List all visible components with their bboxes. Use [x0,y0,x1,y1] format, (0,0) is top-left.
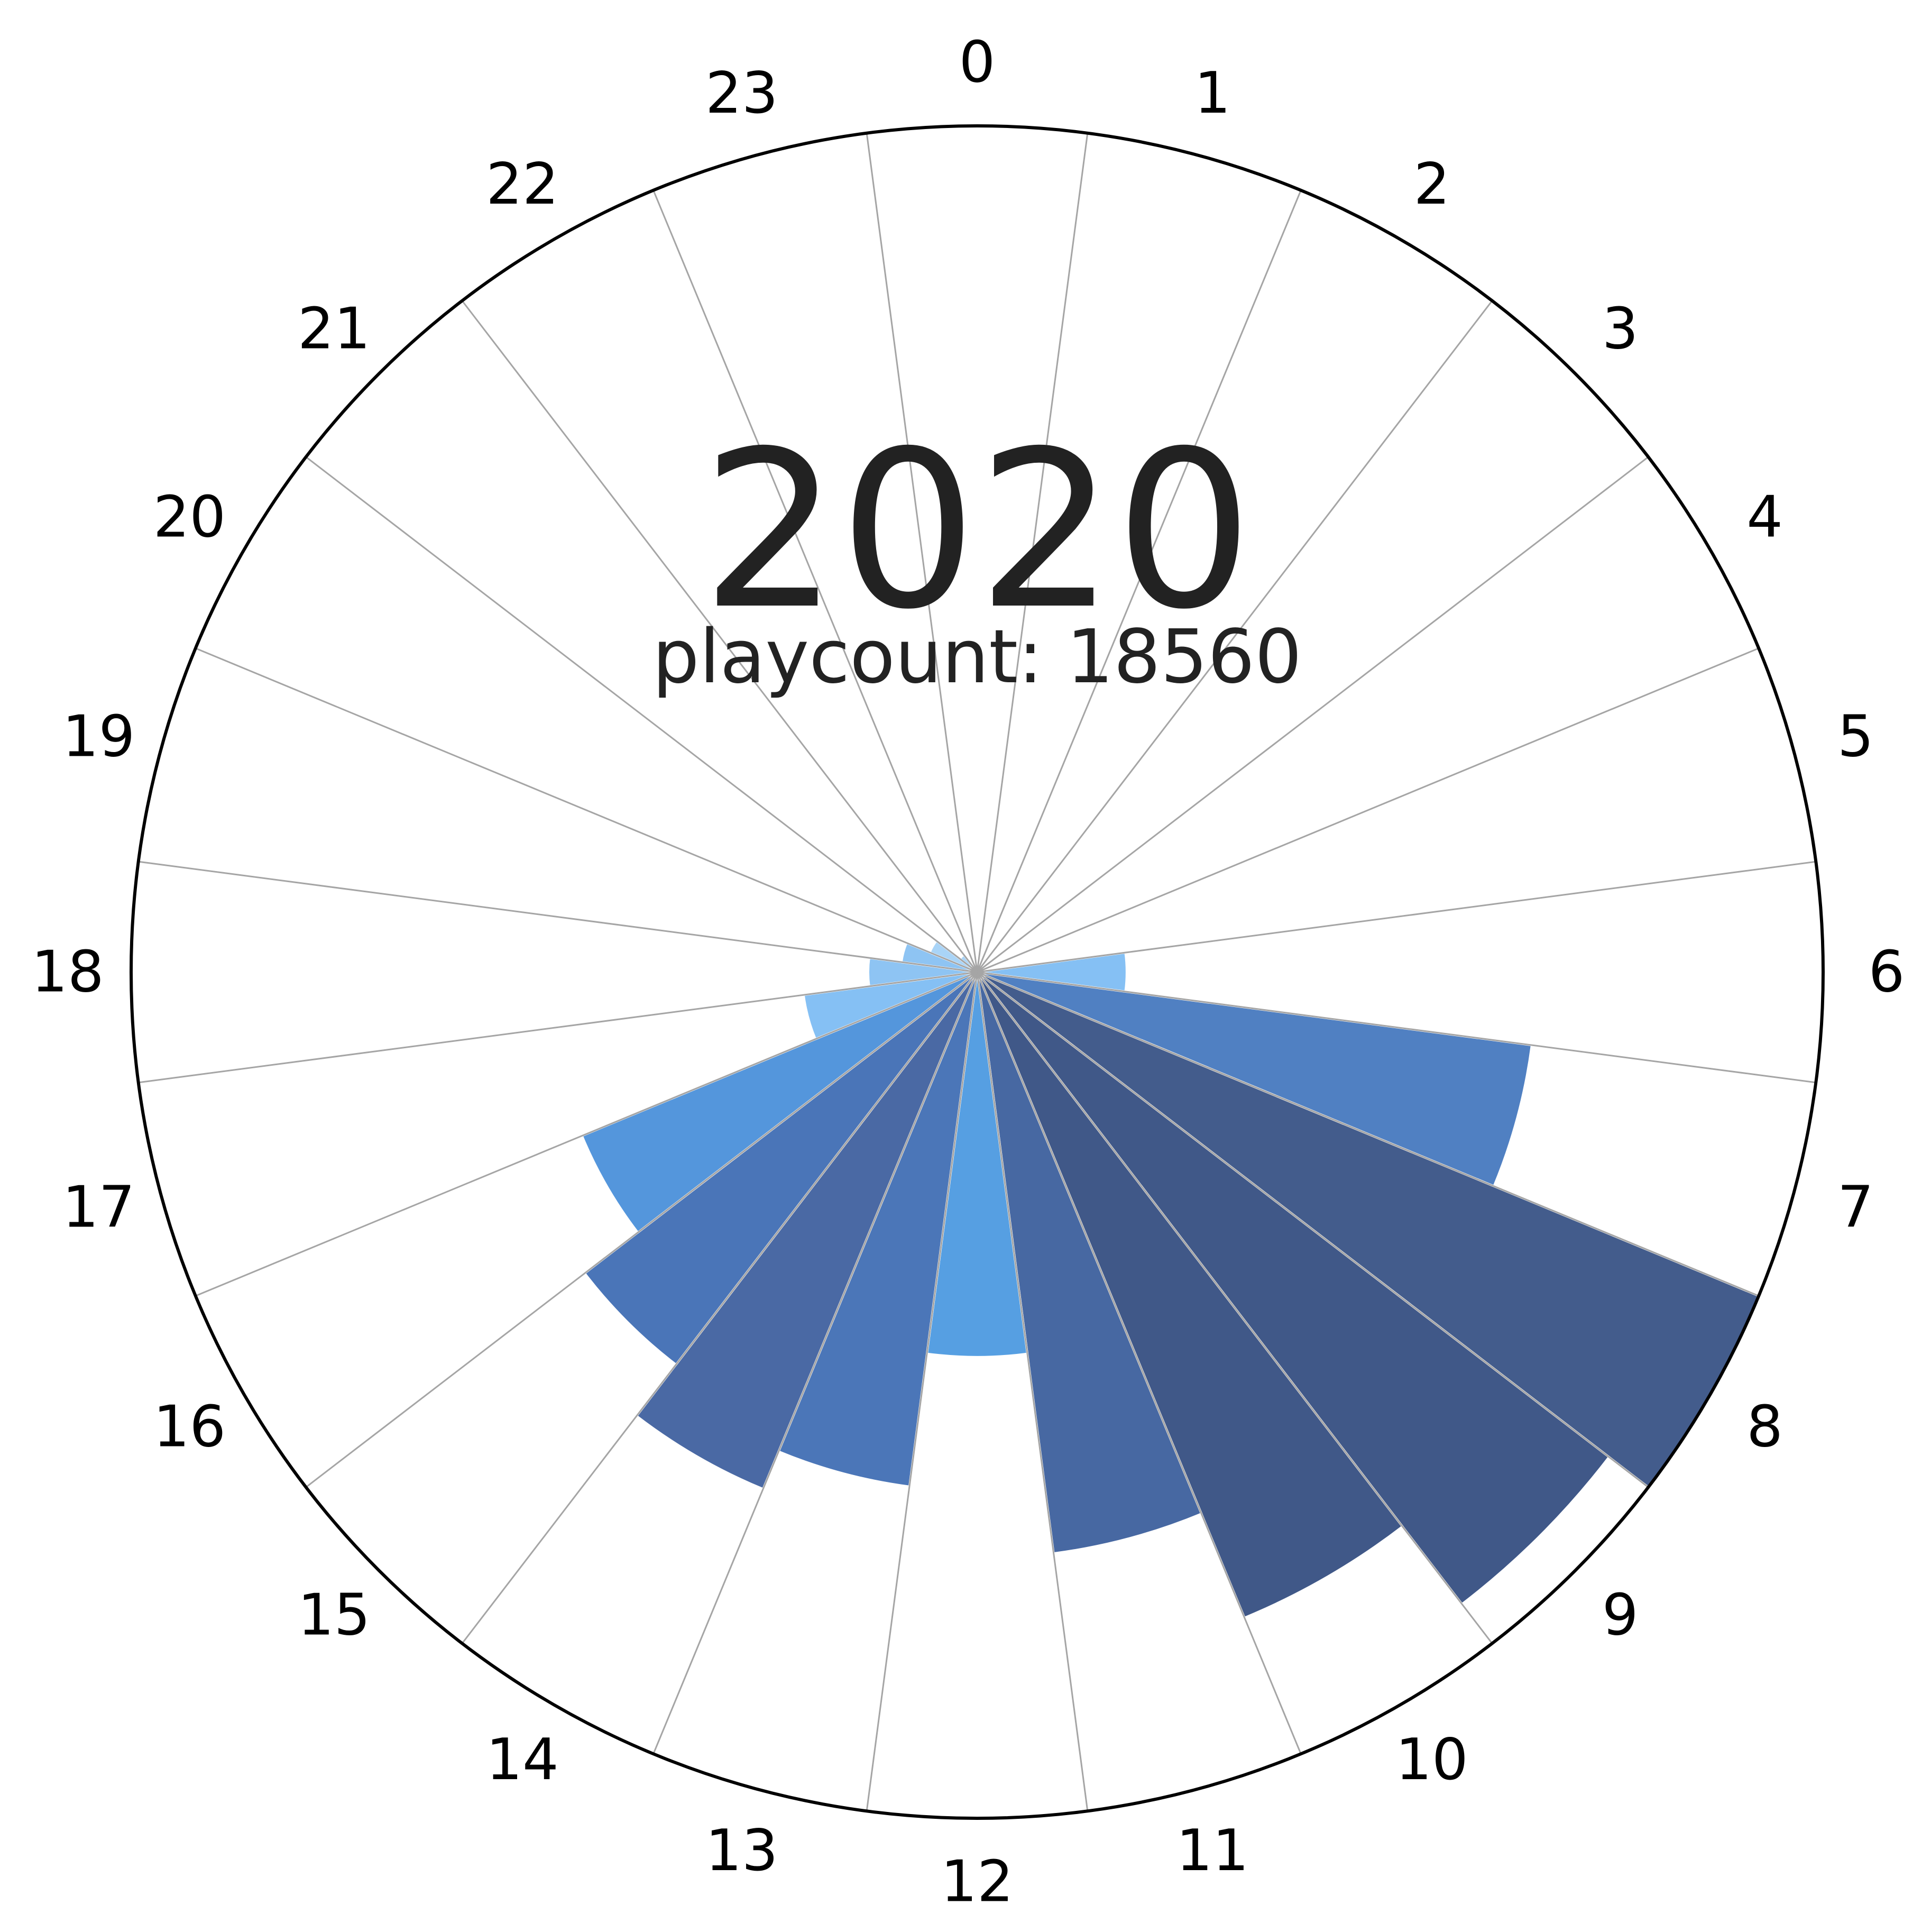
bar-hour-11 [976,971,1203,1555]
grid-spoke [652,190,978,973]
tick-label-1: 1 [1194,60,1231,126]
bar-hour-7 [976,971,1533,1187]
grid-spoke [977,456,1649,973]
grid-spoke [866,133,978,973]
grid-spoke [195,647,978,973]
grid-spoke [977,971,1759,1297]
tick-label-19: 19 [62,703,135,770]
bar-hour-9 [976,971,1611,1606]
tick-label-0: 0 [959,30,996,96]
grid-spoke [866,972,978,1811]
outer-circle [130,124,1825,1820]
tick-label-11: 11 [1176,1818,1248,1884]
tick-label-4: 4 [1746,484,1783,551]
grid-spoke [976,133,1089,973]
grid-spoke [976,190,1302,973]
tick-label-6: 6 [1869,939,1905,1005]
grid-spoke [305,971,978,1488]
grid-layer [138,133,1816,1811]
chart-subtitle: playcount: 18560 [652,614,1302,700]
tick-label-7: 7 [1837,1175,1874,1241]
grid-spoke [461,972,978,1644]
grid-spoke [138,860,978,973]
tick-label-13: 13 [705,1818,778,1884]
tick-label-14: 14 [486,1727,558,1793]
tick-label-9: 9 [1602,1582,1639,1649]
tick-label-10: 10 [1395,1727,1468,1793]
grid-spoke [195,971,978,1297]
grid-spoke [977,971,1649,1488]
tick-label-12: 12 [941,1849,1013,1915]
grid-spoke [976,972,1493,1644]
tick-label-23: 23 [705,60,778,126]
grid-spoke [305,456,978,973]
grid-spoke [977,647,1759,973]
tick-label-3: 3 [1602,296,1639,362]
bar-hour-14 [635,971,978,1490]
tick-label-21: 21 [298,296,370,362]
grid-spoke [652,972,978,1754]
chart-title: 2020 [701,404,1253,657]
tick-label-20: 20 [153,484,226,551]
bar-hour-15 [583,971,978,1366]
grid-spoke [976,972,1302,1754]
tick-label-8: 8 [1746,1394,1783,1460]
tick-label-2: 2 [1414,151,1450,217]
bar-hour-12 [926,971,1028,1358]
grid-spoke [138,971,978,1084]
tick-label-16: 16 [153,1394,226,1460]
tick-label-22: 22 [486,151,558,217]
grid-spoke [976,300,1493,973]
tick-label-15: 15 [298,1582,370,1649]
bars-layer [581,939,1760,1619]
bar-hour-16 [581,971,978,1234]
grid-spoke [461,300,978,973]
grid-spoke [977,860,1816,973]
bar-hour-10 [976,971,1404,1619]
tick-label-18: 18 [31,939,104,1005]
tick-label-17: 17 [62,1175,135,1241]
bar-hour-13 [777,971,978,1488]
tick-label-5: 5 [1837,703,1874,770]
grid-spoke [976,972,1089,1811]
grid-spoke [977,971,1816,1084]
